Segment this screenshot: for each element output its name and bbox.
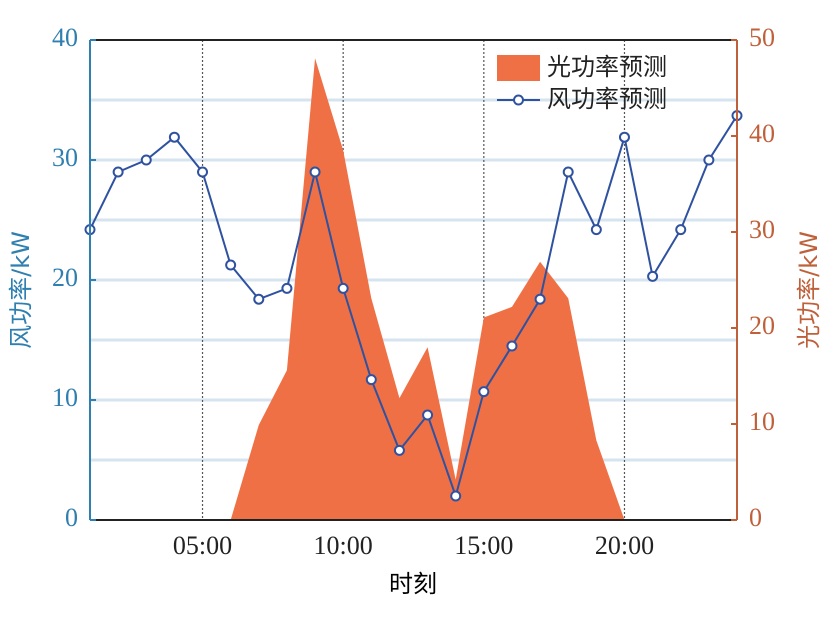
y-axis-label: 风功率/kW: [7, 231, 35, 349]
x-tick-label: 10:00: [314, 531, 373, 560]
marker: [197, 166, 209, 178]
marker: [168, 131, 180, 143]
y2-tick-label: 0: [749, 503, 762, 532]
y2-axis-label: 光功率/kW: [795, 231, 823, 349]
marker: [562, 166, 574, 178]
y2-tick-label: 40: [749, 119, 775, 148]
marker: [478, 386, 490, 398]
marker: [393, 444, 405, 456]
legend-marker: [513, 94, 524, 106]
marker: [112, 166, 124, 178]
legend-swatch: [497, 55, 540, 81]
marker: [140, 154, 152, 166]
y2-tick-label: 50: [749, 23, 775, 52]
marker: [647, 270, 659, 282]
x-tick-label: 05:00: [173, 531, 232, 560]
y2-tick-label: 20: [749, 311, 775, 340]
y-tick-label: 30: [52, 143, 78, 172]
x-tick-label: 20:00: [595, 531, 654, 560]
y2-tick-label: 30: [749, 215, 775, 244]
x-tick-label: 15:00: [454, 531, 513, 560]
x-axis-label: 时刻: [389, 570, 437, 598]
marker: [365, 374, 377, 386]
y-tick-label: 10: [52, 383, 78, 412]
marker: [309, 166, 321, 178]
marker: [253, 293, 265, 305]
y-tick-label: 0: [65, 503, 78, 532]
y-tick-label: 20: [52, 263, 78, 292]
marker: [703, 154, 715, 166]
marker: [281, 282, 293, 294]
legend-label: 光功率预测: [547, 53, 667, 81]
y-tick-label: 40: [52, 23, 78, 52]
y2-tick-label: 10: [749, 407, 775, 436]
marker: [506, 340, 518, 352]
marker: [534, 293, 546, 305]
line: [89, 115, 738, 500]
legend-label: 风功率预测: [547, 85, 667, 113]
marker: [618, 131, 630, 143]
marker: [337, 282, 349, 294]
marker: [590, 224, 602, 236]
marker: [225, 259, 237, 271]
marker: [675, 224, 687, 236]
marker: [450, 490, 462, 502]
marker: [422, 409, 434, 421]
area: [230, 58, 625, 521]
